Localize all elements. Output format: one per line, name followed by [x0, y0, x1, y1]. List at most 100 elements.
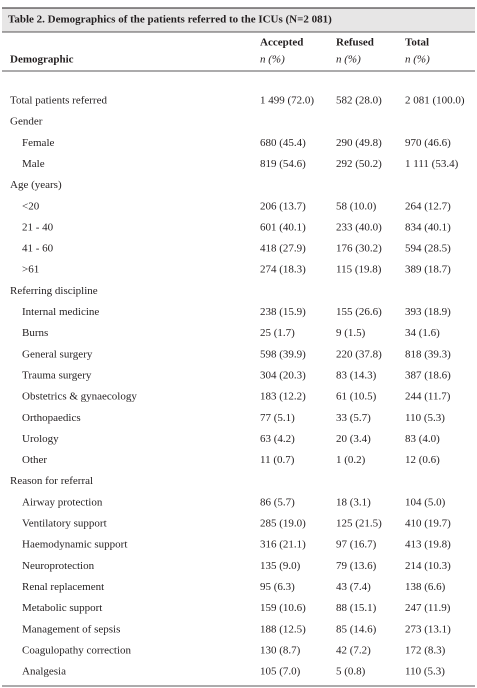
- cell: 273 (13.1): [405, 623, 451, 635]
- cell: 155 (26.6): [336, 306, 382, 318]
- section-heading: Age (years): [10, 179, 62, 191]
- cell: 601 (40.1): [260, 221, 306, 233]
- cell: 11 (0.7): [260, 454, 295, 466]
- cell: 292 (50.2): [336, 158, 382, 170]
- cell: 214 (10.3): [405, 560, 451, 572]
- row-label: Obstetrics & gynaecology: [22, 391, 137, 403]
- cell: 86 (5.7): [260, 496, 295, 508]
- cell: 290 (49.8): [336, 137, 382, 149]
- row-label: Analgesia: [22, 666, 66, 678]
- cell: 1 111 (53.4): [405, 158, 459, 170]
- cell: 233 (40.0): [336, 221, 382, 233]
- cell: 418 (27.9): [260, 243, 306, 255]
- column-header: Accepted: [260, 37, 303, 49]
- section-heading: Reason for referral: [10, 475, 93, 487]
- cell: 410 (19.7): [405, 518, 451, 530]
- cell: 238 (15.9): [260, 306, 306, 318]
- cell: 85 (14.6): [336, 623, 377, 635]
- cell: 34 (1.6): [405, 327, 440, 339]
- cell: 594 (28.5): [405, 243, 451, 255]
- cell: 63 (4.2): [260, 433, 295, 445]
- column-header: Demographic: [10, 54, 74, 66]
- row-label: Airway protection: [22, 496, 103, 508]
- cell: 25 (1.7): [260, 327, 295, 339]
- row-label: Ventilatory support: [22, 518, 107, 530]
- cell: 83 (4.0): [405, 433, 440, 445]
- column-header: Total: [405, 37, 429, 49]
- row-label: Total patients referred: [10, 95, 107, 107]
- cell: 42 (7.2): [336, 644, 371, 656]
- row-label: Male: [22, 158, 45, 170]
- row-label: Trauma surgery: [22, 369, 92, 381]
- cell: 387 (18.6): [405, 369, 451, 381]
- row-label: <20: [22, 200, 40, 212]
- row-label: General surgery: [22, 348, 93, 360]
- cell: 264 (12.7): [405, 200, 451, 212]
- cell: 244 (11.7): [405, 391, 451, 403]
- row-label: Orthopaedics: [22, 412, 81, 424]
- cell: 970 (46.6): [405, 137, 451, 149]
- row-label: Urology: [22, 433, 59, 445]
- cell: 5 (0.8): [336, 666, 366, 678]
- cell: 206 (13.7): [260, 200, 306, 212]
- cell: 413 (19.8): [405, 539, 451, 551]
- cell: 176 (30.2): [336, 243, 382, 255]
- table-title: Table 2. Demographics of the patients re…: [8, 14, 332, 26]
- row-label: Haemodynamic support: [22, 539, 127, 551]
- cell: 110 (5.3): [405, 412, 445, 424]
- row-label: Neuroprotection: [22, 560, 95, 572]
- cell: 12 (0.6): [405, 454, 440, 466]
- cell: 125 (21.5): [336, 518, 382, 530]
- cell: 316 (21.1): [260, 539, 306, 551]
- cell: 1 499 (72.0): [260, 95, 314, 107]
- cell: 285 (19.0): [260, 518, 306, 530]
- cell: 274 (18.3): [260, 264, 306, 276]
- cell: 304 (20.3): [260, 369, 306, 381]
- cell: 105 (7.0): [260, 666, 301, 678]
- cell: 9 (1.5): [336, 327, 366, 339]
- cell: 2 081 (100.0): [405, 95, 465, 107]
- cell: 598 (39.9): [260, 348, 306, 360]
- cell: 188 (12.5): [260, 623, 306, 635]
- cell: 58 (10.0): [336, 200, 377, 212]
- title-band: [2, 8, 475, 32]
- cell: 88 (15.1): [336, 602, 377, 614]
- column-unit: n (%): [336, 54, 361, 66]
- cell: 18 (3.1): [336, 496, 371, 508]
- cell: 389 (18.7): [405, 264, 451, 276]
- row-label: Management of sepsis: [22, 623, 120, 635]
- cell: 104 (5.0): [405, 496, 446, 508]
- cell: 172 (8.3): [405, 644, 446, 656]
- cell: 818 (39.3): [405, 348, 451, 360]
- cell: 582 (28.0): [336, 95, 382, 107]
- row-label: Metabolic support: [22, 602, 102, 614]
- column-header: Refused: [336, 37, 374, 49]
- cell: 680 (45.4): [260, 137, 306, 149]
- cell: 110 (5.3): [405, 666, 445, 678]
- row-label: Other: [22, 454, 47, 466]
- section-heading: Referring discipline: [10, 285, 98, 297]
- cell: 138 (6.6): [405, 581, 446, 593]
- cell: 834 (40.1): [405, 221, 451, 233]
- row-label: Renal replacement: [22, 581, 104, 593]
- cell: 393 (18.9): [405, 306, 451, 318]
- cell: 220 (37.8): [336, 348, 382, 360]
- cell: 130 (8.7): [260, 644, 301, 656]
- cell: 95 (6.3): [260, 581, 295, 593]
- cell: 159 (10.6): [260, 602, 306, 614]
- cell: 83 (14.3): [336, 369, 377, 381]
- cell: 183 (12.2): [260, 391, 306, 403]
- column-unit: n (%): [405, 54, 430, 66]
- cell: 135 (9.0): [260, 560, 301, 572]
- cell: 819 (54.6): [260, 158, 306, 170]
- cell: 43 (7.4): [336, 581, 371, 593]
- row-label: 41 - 60: [22, 243, 54, 255]
- cell: 20 (3.4): [336, 433, 371, 445]
- cell: 1 (0.2): [336, 454, 366, 466]
- section-heading: Gender: [10, 116, 43, 128]
- cell: 79 (13.6): [336, 560, 377, 572]
- cell: 115 (19.8): [336, 264, 382, 276]
- row-label: >61: [22, 264, 39, 276]
- column-unit: n (%): [260, 54, 285, 66]
